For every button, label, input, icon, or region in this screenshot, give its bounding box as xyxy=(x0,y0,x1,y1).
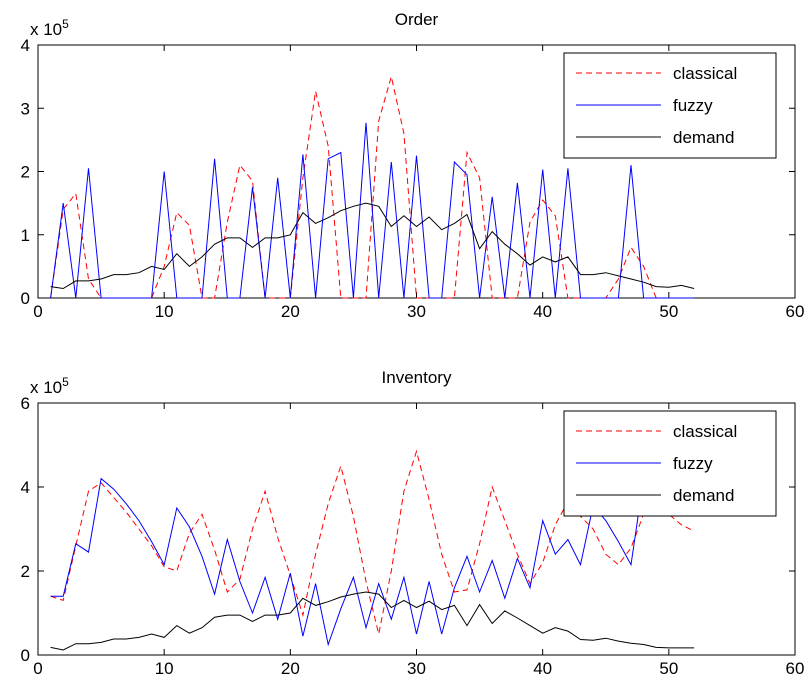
chart-title: Order xyxy=(395,10,439,29)
x-tick-label: 40 xyxy=(533,302,552,321)
x-tick-label: 20 xyxy=(281,659,300,678)
legend-label-classical: classical xyxy=(673,422,737,441)
x-tick-label: 30 xyxy=(407,659,426,678)
y-tick-label: 3 xyxy=(21,99,30,118)
legend-label-fuzzy: fuzzy xyxy=(673,96,713,115)
chart-title: Inventory xyxy=(382,368,452,387)
y-tick-label: 0 xyxy=(21,646,30,665)
x-tick-label: 10 xyxy=(155,302,174,321)
scale-exponent: 5 xyxy=(62,17,69,31)
y-tick-label: 4 xyxy=(21,478,30,497)
chart-order: Order x 105 0 10 20 30 40 50 60 0 1 2 3 4 classical fuz… xyxy=(21,10,805,321)
legend-label-fuzzy: fuzzy xyxy=(673,454,713,473)
series-line-classical xyxy=(50,449,695,635)
y-tick-label: 2 xyxy=(21,163,30,182)
series-line-fuzzy xyxy=(50,477,695,647)
x-tick-label: 40 xyxy=(533,659,552,678)
y-tick-label: 4 xyxy=(21,36,30,55)
y-tick-label: 2 xyxy=(21,562,30,581)
x-tick-label: 60 xyxy=(786,302,805,321)
series-line-demand xyxy=(50,202,695,290)
x-tick-label: 50 xyxy=(659,659,678,678)
legend-label-demand: demand xyxy=(673,128,734,147)
y-tick-label: 6 xyxy=(21,394,30,413)
legend: classical fuzzy demand xyxy=(563,52,777,159)
y-tick-label: 0 xyxy=(21,289,30,308)
legend-label-demand: demand xyxy=(673,486,734,505)
series-line-demand xyxy=(50,591,695,651)
scale-label: x 105 xyxy=(30,375,69,397)
series-line-fuzzy xyxy=(50,122,695,299)
legend-label-classical: classical xyxy=(673,64,737,83)
scale-exponent: 5 xyxy=(62,375,69,389)
x-tick-label: 0 xyxy=(33,659,42,678)
legend: classical fuzzy demand xyxy=(563,410,777,517)
x-tick-label: 50 xyxy=(659,302,678,321)
x-tick-label: 0 xyxy=(33,302,42,321)
x-tick-label: 10 xyxy=(155,659,174,678)
y-tick-label: 1 xyxy=(21,226,30,245)
x-tick-label: 30 xyxy=(407,302,426,321)
x-tick-label: 60 xyxy=(786,659,805,678)
scale-label: x 105 xyxy=(30,17,69,39)
x-tick-label: 20 xyxy=(281,302,300,321)
chart-inventory: Inventory x 105 0 10 20 30 40 50 60 0 2 4 6 classical… xyxy=(21,368,805,678)
